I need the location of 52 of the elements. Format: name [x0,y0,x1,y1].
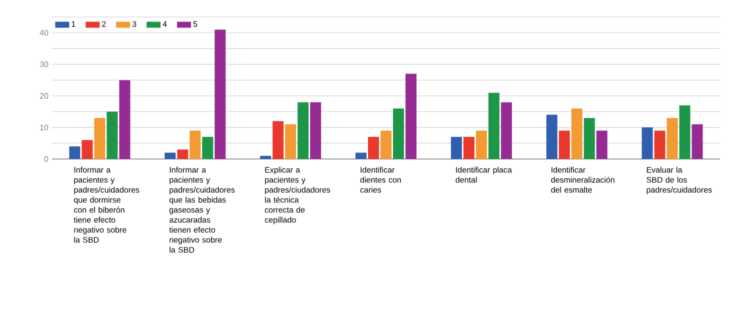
bar [368,136,380,159]
x-tick-label: Identificar dientes con caries [360,166,401,193]
x-tick-label: Identificar desmineralización del esmalte [551,166,614,193]
y-tick-label: 10 [40,124,48,130]
bar [119,80,130,159]
bar [190,130,201,159]
bar [260,156,272,159]
y-tick-label: 0 [44,156,48,162]
bar [584,118,595,159]
bar [450,136,462,159]
x-tick-label: Explicar a pacientes y padres/ciudadores la técnica correcta de cepillado [264,166,330,224]
bar [298,102,309,159]
bar [558,130,570,159]
bar [666,118,678,159]
bar [310,102,322,159]
bar [679,105,690,159]
legend-label: 1 [72,21,76,27]
bar [285,124,296,159]
bar [476,130,487,159]
y-tick-label: 30 [40,61,48,68]
legend-label: 3 [132,21,136,27]
bar [177,150,188,159]
bar [82,140,93,159]
bar [546,114,558,159]
bar [272,121,284,159]
y-tick-label: 20 [40,93,48,99]
bar [356,152,367,159]
bar [202,136,214,159]
x-tick-label: Informar a pacientes y padres/cuidadores que dormirse con el biberón tiene efecto negativo sobre la SBD [74,166,140,243]
legend-label: 4 [162,21,167,27]
bar [463,136,474,159]
bar [642,127,653,159]
bar [69,146,80,159]
bar [214,30,226,159]
bar [654,130,666,159]
x-tick-label: Identificar placa dental [456,166,512,183]
bar [380,130,392,159]
x-tick-label: Evaluar la SBD de los padres/cuidadores [646,166,712,194]
bar [393,108,404,159]
legend-label: 5 [193,21,198,27]
bar [692,124,703,159]
category-label: Informar a pacientes y padres/cuidadores que las bebidas gaseosas y azucaradas tienen efecto negativo sobre la SBD [169,166,235,253]
bar [488,92,500,159]
bar [94,118,106,159]
bar [164,152,176,159]
bar [406,74,417,159]
bar [106,112,118,159]
bar [596,130,608,159]
bar [500,102,512,159]
bar [571,108,582,159]
legend-label: 2 [102,21,106,27]
y-tick-label: 40 [40,30,48,36]
